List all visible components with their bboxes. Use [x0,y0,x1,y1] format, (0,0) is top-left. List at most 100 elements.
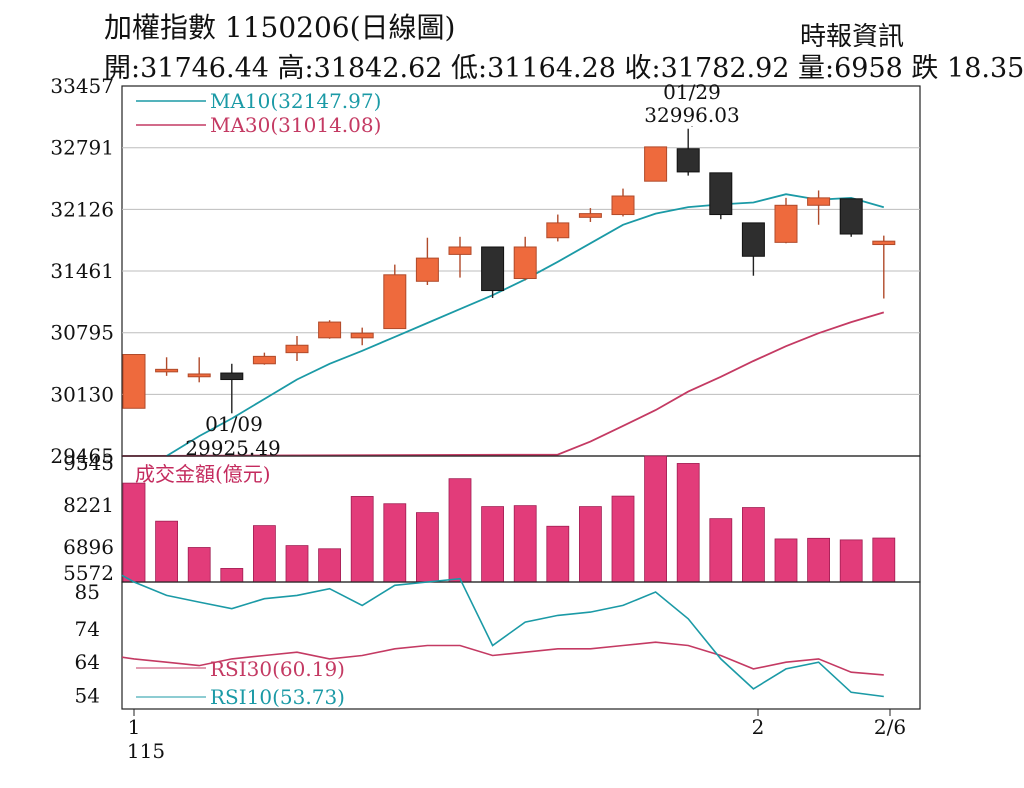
volume-bar [676,463,700,583]
candle [839,198,863,237]
candle [285,335,309,361]
candle-body [252,355,276,365]
candle [546,214,570,242]
volume-bar [350,496,374,583]
volume-bar [513,505,537,583]
candle-body [644,146,668,182]
price-panel: 33457 32791 32126 31461 30795 30130 29465 MA10… [50,74,921,468]
candle [807,190,831,225]
price-y-tick-labels: 33457 32791 32126 31461 30795 30130 29465 [50,74,114,468]
volume-bar [579,506,602,583]
volume-bar [644,455,667,583]
candle-body [578,213,602,218]
volume-bar [383,503,407,583]
volume-bar [187,547,211,583]
candle [644,146,668,182]
volume-bars [122,455,896,583]
chart-title: 加權指數 1150206(日線圖) [104,11,456,44]
rsi-y-tick: 54 [75,684,100,708]
candle-body [220,372,244,381]
candle-body [122,354,146,409]
candle [187,357,211,383]
rsi-y-tick: 74 [75,617,100,641]
rsi30-line [121,641,884,676]
low-date-annotation: 01/09 [205,412,263,436]
candle [252,352,276,365]
candle-body [546,222,570,239]
rsi10-legend-label: RSI10(53.73) [210,685,345,709]
x-label-month1: 1 [128,715,141,739]
candle [350,327,374,346]
price-y-tick: 30795 [50,321,114,345]
rsi-panel: 85 74 64 54 RSI30(60.19) RSI10(53.73) [75,574,921,710]
candle-body [676,148,700,173]
candle [122,354,146,409]
volume-bar [415,512,439,583]
candle [318,320,342,339]
price-y-tick: 32791 [50,136,114,160]
candle [872,235,896,299]
candle [155,357,179,376]
volume-bar [709,518,733,583]
candle-body [741,222,765,257]
candle [774,197,798,244]
candle-body [448,246,472,255]
candle-body [839,198,863,235]
volume-bar [155,520,179,583]
x-label-month2: 2 [752,715,765,739]
rsi-y-tick-labels: 85 74 64 54 [75,580,100,708]
candle-body [611,195,635,216]
high-date-annotation: 01/29 [663,80,721,104]
high-value-annotation: 32996.03 [644,103,739,127]
volume-y-tick: 8221 [63,493,114,517]
candle [578,208,602,222]
rsi10-line [121,574,884,698]
ma30-legend-label: MA30(31014.08) [210,113,381,137]
volume-bar [318,548,342,583]
candle-body [187,373,211,378]
candle-body [350,332,374,339]
candle-body [383,274,407,330]
volume-y-tick: 9545 [63,451,114,475]
candlesticks [122,126,896,414]
volume-bar [839,539,863,583]
volume-bar [872,537,896,583]
price-y-tick: 32126 [50,197,114,221]
candle-body [807,197,831,206]
candle-body [872,240,896,246]
rsi-frame [121,581,921,710]
candle-body [774,204,798,243]
price-y-tick: 33457 [50,74,114,98]
ma30-line [121,311,885,457]
volume-y-tick: 5572 [63,561,114,585]
candle [611,188,635,217]
candle-body [318,321,342,339]
volume-bar [807,537,830,583]
candle [709,172,733,220]
volume-title: 成交金額(億元) [135,462,271,486]
candle-body [481,246,505,292]
price-y-tick: 31461 [50,259,114,283]
rsi30-legend-label: RSI30(60.19) [210,657,345,681]
ma10-legend-label: MA10(32147.97) [210,89,381,113]
x-axis: 1 115 2 2/6 [127,709,906,763]
rsi-y-tick: 85 [75,580,100,604]
candle [383,264,407,330]
rsi-y-tick: 64 [75,650,100,674]
candle [513,236,537,281]
x-label-year: 115 [127,739,165,763]
volume-y-tick: 6896 [63,535,114,559]
candle-body [709,172,733,216]
price-y-tick: 30130 [50,382,114,406]
candle [220,363,244,414]
ohlc-summary: 開:31746.44 高:31842.62 低:31164.28 收:31782… [104,53,1024,84]
volume-bar [448,478,472,583]
price-y-tick: 29465 [50,444,114,468]
candle [481,246,505,298]
volume-bar [611,495,635,583]
volume-bar [122,482,146,583]
candle [415,237,439,285]
